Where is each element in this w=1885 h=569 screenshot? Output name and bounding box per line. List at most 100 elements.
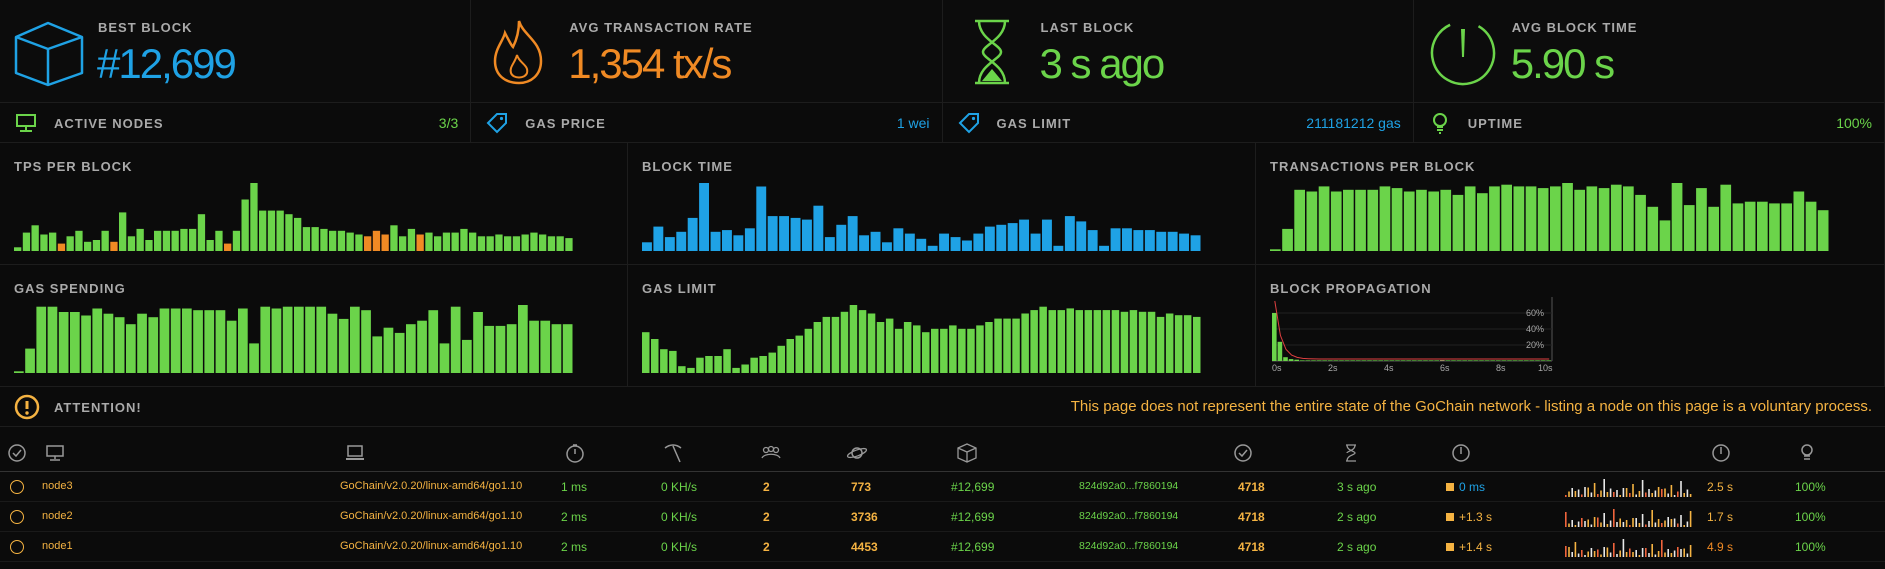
chart-bar: [66, 236, 74, 251]
chart-bar: [442, 232, 451, 251]
x-tick-label: 0s: [1272, 363, 1282, 373]
timer-icon[interactable]: [564, 442, 586, 464]
cube-icon[interactable]: [956, 442, 978, 464]
check-circle-icon[interactable]: [1232, 442, 1254, 464]
chart-bar: [927, 245, 938, 251]
chart-bar: [119, 212, 127, 251]
chart-bar: [795, 335, 803, 373]
node-hashrate: 0 KH/s: [661, 480, 698, 494]
mini-bar: [1609, 520, 1612, 527]
node-latency: 2 ms: [561, 510, 588, 524]
chart-bar: [556, 236, 564, 251]
node-difficulty: 4718: [1238, 540, 1265, 554]
chart-bar: [741, 364, 749, 373]
table-row[interactable]: node3 GoChain/v2.0.20/linux-amd64/go1.10 1…: [0, 472, 1885, 502]
chart-bar: [1183, 315, 1192, 373]
bulb-icon: [1432, 113, 1447, 134]
chart-bar: [893, 228, 904, 251]
mini-bar: [1584, 521, 1586, 527]
stats-bar: BEST BLOCK #12,699 AVG TRANSACTION RATE …: [0, 0, 1885, 103]
chart-bar: [81, 315, 91, 373]
chart-bar: [1562, 183, 1573, 251]
chart-bar: [193, 310, 203, 373]
chart-bar: [696, 357, 704, 373]
mini-bar: [1657, 519, 1660, 527]
mini-bar: [1629, 525, 1631, 527]
chart-bar: [813, 205, 824, 251]
chart-bar: [1064, 216, 1075, 251]
chart-bar: [976, 325, 984, 373]
chart-bar: [1452, 194, 1464, 251]
mini-bar: [1680, 515, 1682, 527]
chart-bar: [1757, 201, 1768, 251]
chart-bar: [1165, 313, 1174, 373]
pickaxe-icon[interactable]: [662, 442, 684, 464]
chart-bar: [390, 225, 398, 251]
pin-node-toggle[interactable]: [10, 540, 24, 554]
chart-bar: [824, 237, 835, 251]
mini-bar: [1597, 549, 1599, 557]
propagation-bar: [1456, 360, 1462, 361]
monitor-icon: [16, 114, 36, 132]
chart-bar: [786, 339, 794, 373]
check-circle-icon[interactable]: [6, 442, 28, 464]
mini-bar: [1661, 489, 1663, 497]
gas-price-value: 1 wei: [896, 115, 930, 131]
attention-label: ATTENTION!: [54, 400, 142, 415]
laptop-icon[interactable]: [344, 442, 366, 464]
chart-bar: [894, 328, 903, 373]
chart-bar: [1720, 184, 1732, 251]
monitor-icon[interactable]: [44, 442, 66, 464]
x-tick-label: 4s: [1384, 363, 1394, 373]
mini-bar: [1686, 553, 1689, 557]
chart-bar: [1525, 186, 1537, 251]
last-block-label: LAST BLOCK: [1040, 20, 1135, 35]
hourglass-icon[interactable]: [1340, 442, 1362, 464]
chart-bar: [249, 343, 259, 373]
chart-bar: [1330, 191, 1342, 251]
mini-bar: [1577, 553, 1580, 557]
propagation-marker: [1446, 543, 1454, 551]
propagation-bar: [1344, 360, 1350, 361]
chart-bar: [1306, 191, 1318, 251]
mini-bar: [1565, 546, 1567, 557]
chart-bar: [849, 305, 858, 373]
pin-node-toggle[interactable]: [10, 510, 24, 524]
mini-bar: [1590, 492, 1593, 497]
table-row[interactable]: node1 GoChain/v2.0.20/linux-amd64/go1.10 2…: [0, 532, 1885, 562]
chart-bar: [1428, 191, 1439, 251]
planet-icon[interactable]: [846, 442, 868, 464]
table-row[interactable]: node2 GoChain/v2.0.20/linux-amd64/go1.10 2…: [0, 502, 1885, 532]
node-block-hash: 824d92a0...f7860194: [1079, 510, 1179, 522]
mini-bar: [1616, 490, 1618, 497]
mini-bar: [1613, 492, 1615, 497]
active-nodes-value: 3/3: [438, 115, 459, 131]
node-peers: 2: [763, 480, 770, 494]
chart-bar: [539, 234, 547, 251]
pin-node-toggle[interactable]: [10, 480, 24, 494]
node-last-block: 3 s ago: [1337, 480, 1377, 494]
gauge-icon[interactable]: [1450, 442, 1472, 464]
node-difficulty: 4718: [1238, 480, 1265, 494]
active-nodes-stat: ACTIVE NODES 3/3: [0, 103, 472, 143]
chart-bar: [1030, 233, 1041, 251]
block-propagation-chart: BLOCK PROPAGATION 60% 40% 20% 0s 2s 4s 6s 8s 10s: [1256, 265, 1885, 387]
chart-bar: [1102, 310, 1111, 373]
best-block-label: BEST BLOCK: [98, 20, 193, 35]
chart-bar: [732, 367, 740, 373]
chart-bar: [416, 234, 424, 251]
chart-bar: [1379, 186, 1391, 251]
chart-bar: [162, 230, 171, 251]
y-tick-label: 40%: [1526, 324, 1544, 334]
node-last-block: 2 s ago: [1337, 510, 1377, 524]
node-avg-propagation: 1.7 s: [1707, 510, 1734, 524]
chart-bar: [1093, 310, 1102, 373]
bulb-icon[interactable]: [1796, 442, 1818, 464]
propagation-bar: [1300, 360, 1305, 361]
chart-bar: [1440, 189, 1452, 251]
peers-icon[interactable]: [760, 442, 782, 464]
gauge-icon[interactable]: [1710, 442, 1732, 464]
chart-bar: [840, 311, 849, 373]
mini-bar: [1680, 549, 1682, 557]
chart-bar: [215, 310, 226, 373]
